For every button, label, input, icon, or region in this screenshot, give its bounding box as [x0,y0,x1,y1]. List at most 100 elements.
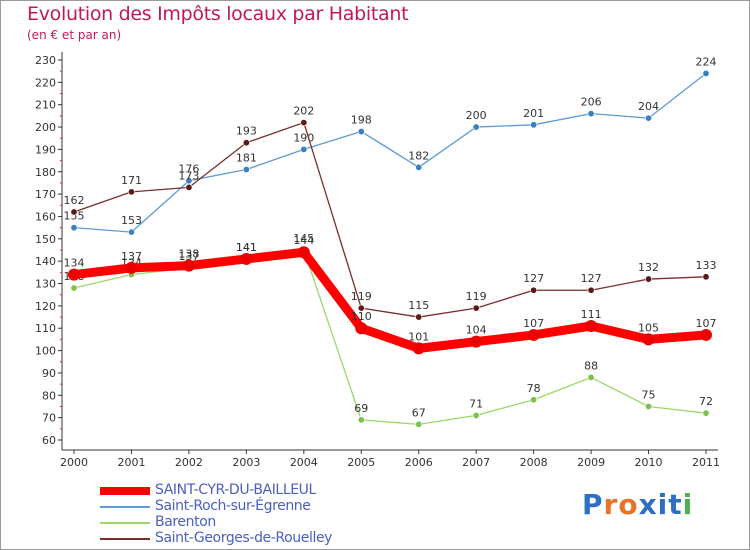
legend-label: Barenton [155,514,216,530]
data-point [357,128,365,136]
data-label: 138 [178,248,199,261]
y-tick-label: 130 [35,278,56,291]
data-label: 182 [408,149,429,162]
proxiti-logo: Proxiti [582,488,693,521]
data-label: 204 [638,100,659,113]
y-tick-label: 90 [42,367,56,380]
y-tick-label: 160 [35,210,56,223]
data-label: 190 [293,131,314,144]
data-label: 88 [584,359,598,372]
data-label: 75 [642,388,656,401]
data-label: 171 [121,174,142,187]
logo-letter: i [657,488,669,521]
data-label: 133 [696,259,717,272]
data-label: 78 [527,382,541,395]
data-point [587,373,595,381]
data-point [355,322,368,335]
x-tick-label: 2000 [60,456,88,469]
x-tick-label: 2010 [635,456,663,469]
y-tick-label: 220 [35,76,56,89]
data-point [472,304,480,312]
legend-swatch [100,522,150,524]
data-label: 153 [121,214,142,227]
data-point [530,396,538,404]
y-tick-label: 70 [42,412,56,425]
data-point [68,268,80,281]
data-point [240,252,253,265]
data-point [645,402,653,410]
data-label: 173 [178,169,199,182]
data-label: 107 [523,317,544,330]
data-point [585,320,598,332]
data-point [530,121,538,129]
data-point [182,259,195,272]
y-tick-label: 60 [42,434,56,447]
logo-letter: o [618,488,639,521]
data-label: 181 [236,152,257,165]
x-tick-label: 2006 [405,456,433,469]
data-label: 67 [412,406,426,419]
data-point [297,246,310,259]
data-label: 127 [581,272,602,285]
x-tick-label: 2011 [692,456,720,469]
data-point [415,313,423,321]
legend-swatch [100,487,150,495]
data-point [357,304,365,312]
data-label: 134 [64,257,85,270]
data-point [242,166,250,174]
logo-letter: i [682,488,694,521]
data-point [185,177,193,185]
data-point [70,208,78,216]
data-label: 224 [696,55,717,68]
data-label: 119 [351,290,372,303]
data-point [642,333,655,346]
logo-letter: P [582,488,604,521]
data-point [415,420,423,428]
x-tick-label: 2007 [462,456,490,469]
data-point [702,273,710,281]
data-label: 193 [236,125,257,138]
data-label: 101 [408,330,429,343]
data-point [702,69,710,77]
series-line [73,72,707,233]
series-line [69,247,711,353]
data-point [587,286,595,294]
y-tick-label: 100 [35,345,56,358]
series-line [73,121,707,318]
data-label: 107 [696,317,717,330]
x-tick-label: 2005 [347,456,375,469]
x-tick-label: 2009 [577,456,605,469]
x-tick-label: 2002 [175,456,203,469]
y-tick-label: 80 [42,389,56,402]
y-tick-label: 170 [35,188,56,201]
y-tick-label: 210 [35,99,56,112]
data-label: 200 [466,109,487,122]
data-point [415,163,423,171]
data-point [70,224,78,232]
data-label: 137 [121,250,142,263]
data-point [527,328,540,341]
data-point [700,328,712,341]
data-label: 144 [293,234,314,247]
data-point [70,284,78,292]
y-tick-label: 190 [35,143,56,156]
x-tick-label: 2003 [232,456,260,469]
data-point [412,342,425,355]
data-label: 115 [408,299,429,312]
data-point [127,228,135,236]
data-point [702,409,710,417]
data-label: 176 [178,163,199,176]
data-label: 206 [581,96,602,109]
x-tick-label: 2001 [117,456,145,469]
data-point [127,188,135,196]
y-tick-label: 180 [35,166,56,179]
y-tick-label: 110 [35,322,56,335]
data-label: 71 [469,397,483,410]
y-tick-label: 200 [35,121,56,134]
data-label: 141 [236,241,257,254]
data-point [587,110,595,118]
y-tick-label: 230 [35,54,56,67]
data-point [300,145,308,153]
chart-subtitle: (en € et par an) [27,28,122,42]
